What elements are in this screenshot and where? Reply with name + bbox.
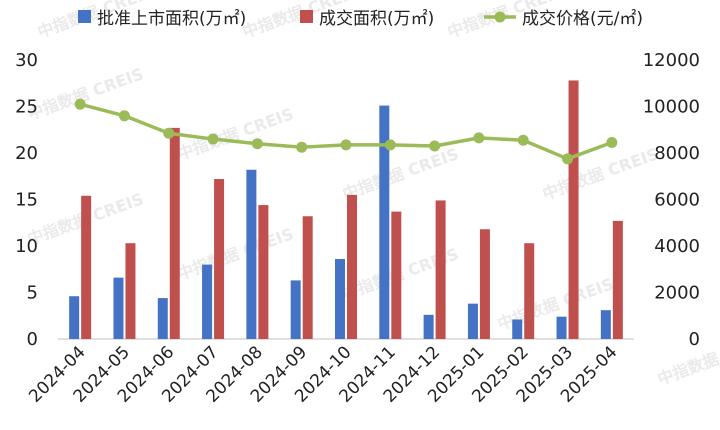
price-point [296, 141, 308, 153]
right-tick-label: 10000 [643, 97, 700, 118]
left-tick-label: 30 [15, 50, 38, 71]
right-tick-label: 4000 [654, 236, 700, 257]
bar [391, 211, 402, 339]
bar [125, 243, 136, 339]
price-point [606, 137, 618, 149]
bar [113, 277, 124, 339]
right-tick-label: 2000 [654, 283, 700, 304]
left-tick-label: 0 [27, 329, 38, 350]
bar [568, 80, 579, 340]
bar [302, 216, 313, 339]
watermark-text: 中指数据 CREIS [340, 144, 461, 204]
bar [524, 243, 535, 339]
price-point [74, 98, 86, 110]
price-point [163, 127, 175, 139]
bar [246, 169, 257, 339]
watermark-text: 中指数据 CREIS [655, 329, 720, 389]
bar [214, 179, 225, 339]
bar [335, 259, 345, 339]
left-tick-label: 15 [15, 190, 38, 211]
bar [258, 205, 269, 339]
price-line-path [79, 102, 613, 161]
bar [202, 264, 213, 339]
price-point [562, 153, 574, 165]
bar [290, 280, 301, 339]
right-tick-label: 12000 [643, 50, 700, 71]
legend-swatch [300, 10, 313, 23]
bar [347, 194, 357, 339]
bar [157, 298, 168, 339]
right-tick-label: 6000 [654, 190, 700, 211]
legend-label: 成交价格(元/㎡) [522, 9, 643, 29]
bar [556, 316, 567, 339]
price-point [429, 140, 441, 152]
watermark-text: 中指数据 CREIS [175, 104, 296, 164]
category-labels: 2024-042024-052024-062024-072024-082024-… [25, 342, 621, 406]
price-point [340, 139, 352, 151]
legend-label: 批准上市面积(万㎡) [97, 9, 246, 29]
price-point [517, 134, 529, 146]
left-tick-label: 25 [15, 97, 38, 118]
bar [435, 200, 446, 339]
legend-swatch [78, 10, 91, 23]
left-tick-label: 5 [27, 283, 38, 304]
price-point [473, 132, 485, 144]
bar [600, 310, 611, 339]
legend-label: 成交面积(万㎡) [319, 9, 434, 29]
bar [169, 127, 180, 339]
price-point [251, 138, 263, 150]
bars [69, 80, 623, 340]
bar [69, 296, 80, 339]
legend: 批准上市面积(万㎡) 成交面积(万㎡) 成交价格(元/㎡) [78, 9, 643, 29]
bar [467, 303, 478, 339]
right-tick-label: 8000 [654, 143, 700, 164]
price-point [384, 139, 396, 151]
bar [81, 195, 92, 339]
price-point [118, 110, 130, 122]
right-tick-label: 0 [689, 329, 700, 350]
axes: 0 5 10 15 20 25 30 0 2000 4000 6000 8000 10000 12000 [15, 50, 700, 350]
left-tick-label: 20 [15, 143, 38, 164]
bar [423, 314, 434, 339]
price-point [207, 133, 219, 145]
bar [512, 319, 523, 339]
price-line [74, 98, 618, 165]
legend-marker [494, 11, 506, 23]
bar [612, 220, 623, 339]
watermark-text: 中指数据 CREIS [175, 224, 296, 284]
left-tick-label: 10 [15, 236, 38, 257]
bar [379, 105, 390, 339]
bar [479, 229, 490, 339]
